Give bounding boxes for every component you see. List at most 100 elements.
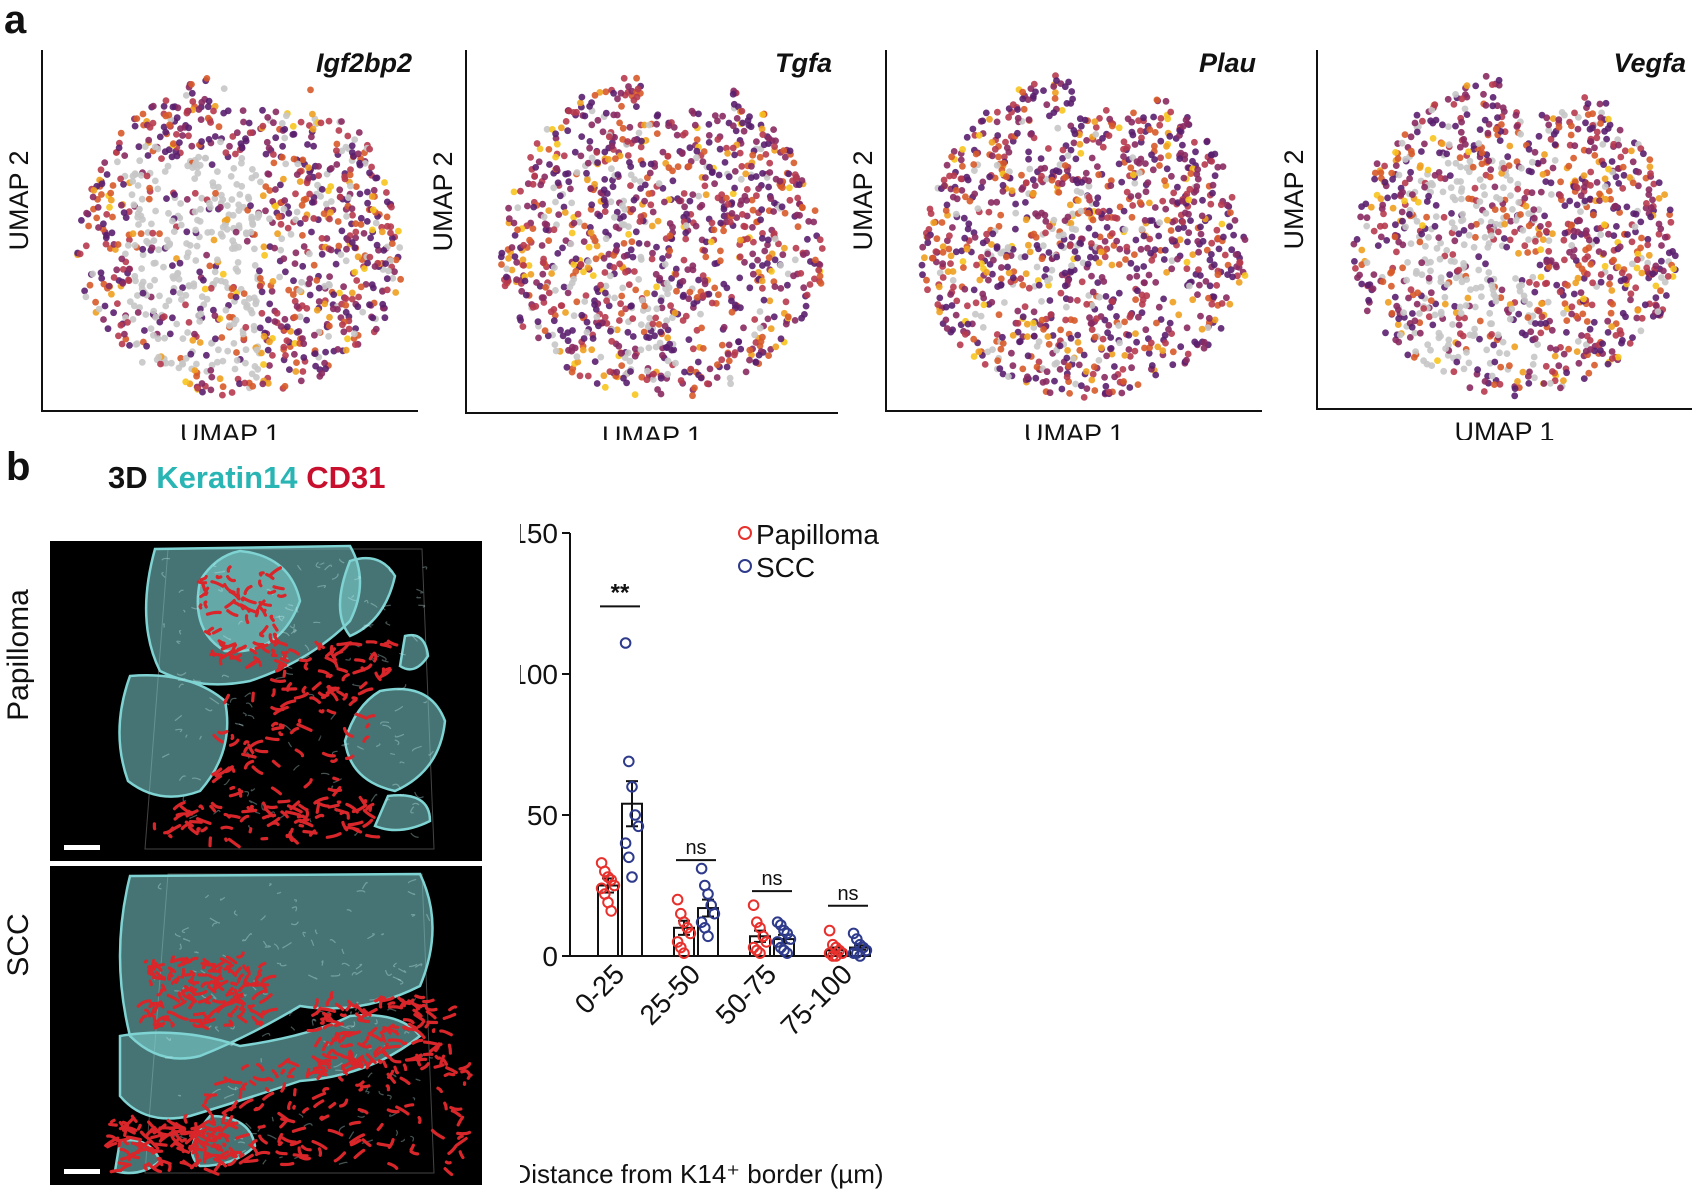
umap-point [1467, 222, 1475, 230]
umap-point [135, 143, 143, 151]
umap-point [983, 230, 990, 238]
umap-point [1585, 236, 1593, 244]
umap-point [1141, 217, 1149, 224]
umap-point [1221, 251, 1229, 259]
umap-point [343, 213, 350, 220]
umap-point [1024, 333, 1031, 340]
umap-point [256, 324, 264, 332]
umap-point [1050, 216, 1058, 224]
umap-point [1189, 296, 1197, 304]
umap-point [318, 250, 326, 258]
umap-point [1570, 290, 1578, 298]
umap-point [717, 247, 724, 255]
umap-point [289, 291, 297, 298]
umap-point [511, 253, 519, 260]
umap-point [1009, 101, 1017, 109]
umap-point [1545, 121, 1553, 129]
umap-point [1092, 200, 1100, 208]
umap-point [1557, 384, 1564, 392]
umap-point [224, 202, 231, 210]
cd31-vessel [302, 829, 318, 835]
umap-point [299, 368, 307, 375]
umap-point [1096, 293, 1103, 301]
umap-point [1151, 246, 1159, 254]
umap-point [1182, 116, 1190, 124]
umap-point [723, 284, 731, 292]
umap-point [1131, 251, 1138, 258]
umap-point [1130, 171, 1137, 179]
umap-point [755, 351, 763, 359]
umap-point [160, 263, 167, 271]
umap-point [232, 228, 240, 236]
umap-point [1055, 168, 1063, 176]
cd31-vessel [226, 565, 232, 573]
umap-point [229, 211, 237, 219]
umap-point [262, 207, 269, 215]
umap-point [1607, 309, 1615, 317]
cd31-vessel [386, 1044, 401, 1050]
umap-point [103, 211, 111, 218]
umap-point [1168, 172, 1175, 180]
umap-point [567, 185, 574, 193]
umap-point [1039, 242, 1047, 250]
umap-point [1039, 379, 1047, 386]
umap-point [1194, 175, 1202, 183]
umap-point [998, 264, 1005, 271]
umap-point [1616, 126, 1624, 134]
cd31-vessel [254, 748, 269, 754]
umap-point [222, 306, 230, 314]
umap-point [1587, 260, 1595, 268]
umap-point [1168, 265, 1176, 273]
umap-point [1162, 205, 1170, 213]
umap-point [776, 177, 784, 185]
umap-point [1414, 198, 1422, 206]
umap-point [1061, 282, 1069, 290]
umap-point [616, 119, 623, 127]
umap-point [1197, 230, 1205, 238]
umap-point [977, 312, 985, 320]
umap-point [1555, 116, 1563, 124]
umap-point [1029, 176, 1037, 184]
umap-point [714, 194, 722, 202]
umap-point [1664, 273, 1672, 280]
umap-point [674, 163, 682, 171]
umap-point [383, 213, 391, 221]
umap-point [1094, 194, 1102, 202]
umap-point [1425, 192, 1432, 200]
umap-point [1591, 361, 1598, 369]
umap-point [541, 327, 549, 335]
umap-point [811, 207, 819, 215]
umap-point [211, 133, 219, 140]
umap-point [183, 228, 191, 236]
umap-point [230, 165, 238, 172]
umap-point [89, 270, 97, 278]
umap-point [592, 255, 600, 263]
umap-point [1067, 219, 1075, 227]
umap-point [919, 271, 926, 279]
umap-point [1184, 238, 1191, 246]
umap-point [628, 302, 635, 310]
umap-point [646, 169, 654, 177]
umap-point [666, 220, 674, 227]
umap-point [637, 185, 644, 192]
umap-point [1471, 303, 1479, 311]
umap-point [1638, 269, 1646, 277]
umap-point [1151, 142, 1158, 150]
umap-point [1038, 298, 1045, 305]
umap-point [1108, 261, 1116, 269]
umap-point [1043, 101, 1051, 109]
umap-point [520, 262, 527, 269]
umap-point [1162, 339, 1169, 347]
umap-point [1141, 279, 1148, 287]
umap-point [1615, 141, 1622, 149]
umap-point [1418, 148, 1425, 155]
umap-point [526, 236, 533, 244]
umap-point [771, 143, 778, 151]
umap-point [649, 376, 657, 383]
umap-point [586, 138, 594, 145]
umap-point [649, 320, 657, 328]
umap-point [340, 283, 347, 291]
umap-point [540, 294, 547, 302]
umap-point [1066, 201, 1074, 209]
umap-point [1005, 269, 1013, 277]
